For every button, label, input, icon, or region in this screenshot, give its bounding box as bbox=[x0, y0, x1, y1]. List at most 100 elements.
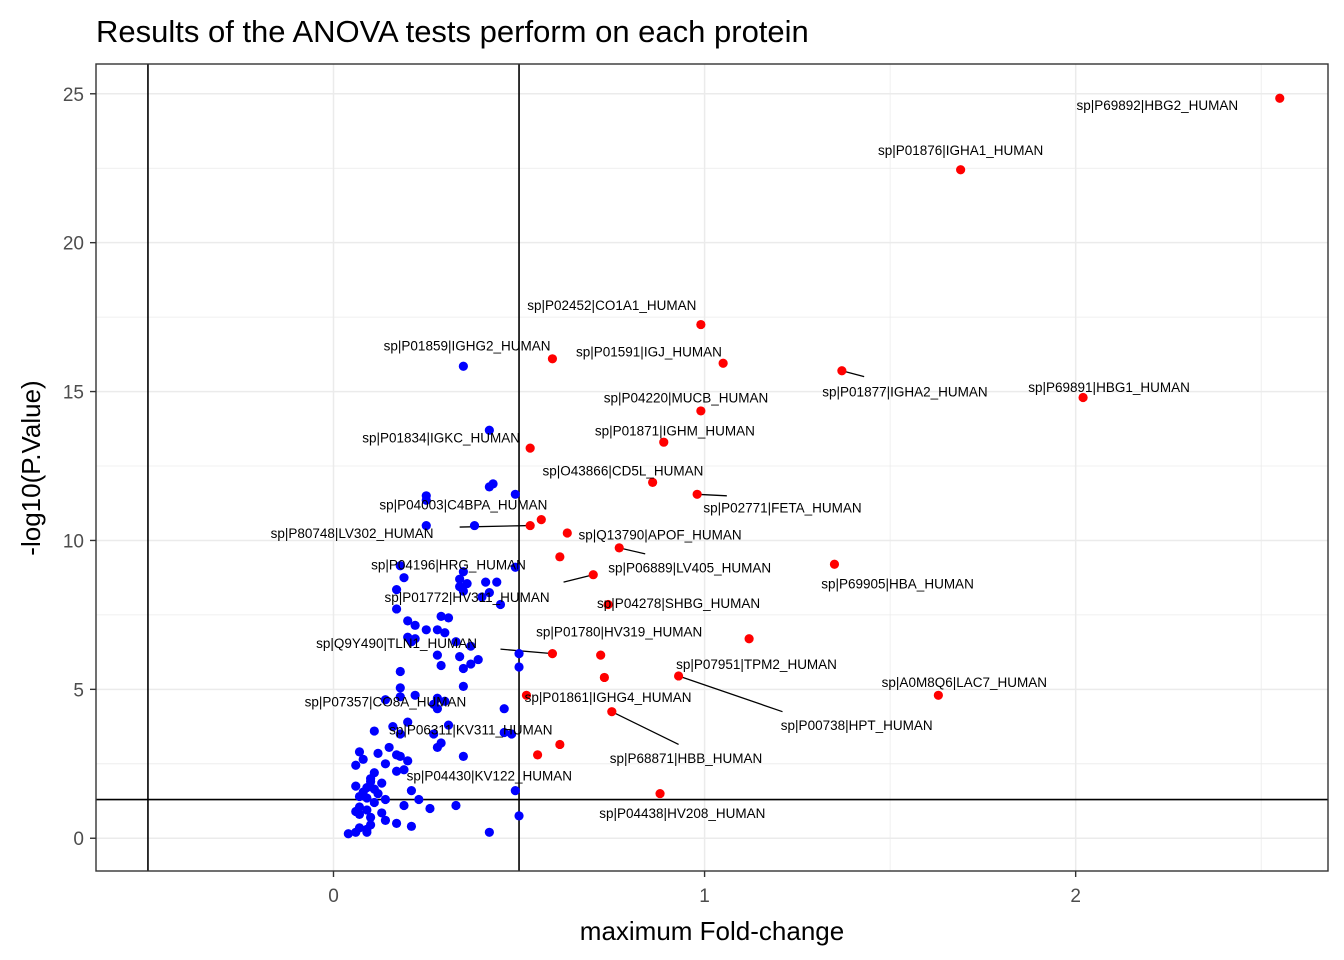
significant-point bbox=[837, 366, 847, 376]
non-significant-point bbox=[458, 663, 468, 674]
non-significant-point bbox=[380, 759, 391, 769]
non-significant-point bbox=[488, 479, 498, 489]
protein-label: sp|P69905|HBA_HUMAN bbox=[821, 577, 974, 592]
significant-point bbox=[532, 750, 543, 760]
y-tick-label: 15 bbox=[63, 383, 84, 404]
non-significant-point bbox=[362, 793, 372, 803]
non-significant-point bbox=[451, 637, 461, 647]
non-significant-point bbox=[443, 613, 454, 623]
label-leader-line bbox=[611, 711, 679, 746]
non-significant-point bbox=[481, 577, 491, 587]
non-significant-point bbox=[414, 794, 424, 805]
non-significant-point bbox=[466, 659, 476, 669]
non-significant-point bbox=[395, 561, 405, 571]
x-tick-label: 2 bbox=[1070, 886, 1081, 907]
non-significant-point bbox=[343, 829, 353, 839]
non-significant-point bbox=[514, 811, 524, 821]
non-significant-point bbox=[440, 628, 450, 638]
protein-label: sp|P68871|HBB_HUMAN bbox=[610, 751, 763, 766]
non-significant-point bbox=[366, 812, 376, 822]
non-significant-point bbox=[458, 567, 468, 577]
non-significant-point bbox=[484, 827, 494, 837]
protein-label: sp|P04430|KV122_HUMAN bbox=[407, 769, 572, 784]
non-significant-point bbox=[510, 489, 520, 499]
label-leader-line bbox=[678, 675, 783, 713]
x-tick-label: 0 bbox=[328, 886, 339, 907]
non-significant-point bbox=[469, 520, 480, 531]
non-significant-point bbox=[432, 704, 442, 714]
label-leader-line bbox=[500, 648, 553, 655]
non-significant-point bbox=[369, 797, 379, 808]
threshold-lines bbox=[96, 64, 1328, 871]
protein-label: sp|P04003|C4BPA_HUMAN bbox=[379, 498, 547, 513]
non-significant-point bbox=[514, 649, 524, 659]
non-significant-point bbox=[458, 751, 468, 761]
non-significant-point bbox=[403, 717, 413, 727]
non-significant-point bbox=[466, 641, 476, 651]
significant-point bbox=[525, 443, 535, 453]
protein-label: sp|P01834|IGKC_HUMAN bbox=[362, 431, 520, 446]
point-labels: sp|P69892|HBG2_HUMAN sp|P01876|IGHA1_HUMA… bbox=[271, 98, 1238, 821]
protein-label: sp|A0M8Q6|LAC7_HUMAN bbox=[882, 675, 1047, 690]
non-significant-point bbox=[473, 654, 483, 665]
non-significant-point bbox=[351, 827, 361, 837]
non-significant-point bbox=[399, 800, 409, 811]
data-points bbox=[343, 93, 1285, 839]
significant-point bbox=[956, 165, 966, 175]
non-significant-point bbox=[436, 660, 446, 671]
significant-point bbox=[718, 358, 728, 368]
non-significant-point bbox=[354, 791, 365, 802]
non-significant-point bbox=[362, 827, 372, 837]
significant-point bbox=[696, 319, 706, 330]
non-significant-point bbox=[373, 748, 383, 758]
non-significant-point bbox=[403, 756, 413, 766]
significant-point bbox=[603, 599, 613, 610]
non-significant-point bbox=[507, 729, 517, 739]
significant-point bbox=[588, 570, 598, 580]
label-leader-line bbox=[563, 574, 594, 583]
significant-point bbox=[648, 477, 658, 487]
non-significant-point bbox=[380, 815, 391, 825]
protein-label: sp|P02452|CO1A1_HUMAN bbox=[527, 298, 696, 313]
plot-border bbox=[95, 63, 1329, 872]
non-significant-point bbox=[380, 794, 391, 805]
non-significant-point bbox=[410, 620, 420, 630]
non-significant-point bbox=[462, 579, 472, 589]
significant-point bbox=[521, 690, 532, 700]
non-significant-point bbox=[391, 604, 402, 614]
y-tick-label: 20 bbox=[63, 234, 84, 255]
y-tick-label: 0 bbox=[73, 829, 84, 850]
non-significant-point bbox=[510, 562, 520, 572]
non-significant-point bbox=[395, 692, 405, 702]
significant-point bbox=[1078, 392, 1088, 403]
non-significant-point bbox=[362, 805, 372, 815]
non-significant-point bbox=[391, 766, 402, 776]
non-significant-point bbox=[477, 592, 487, 602]
non-significant-point bbox=[377, 778, 387, 788]
non-significant-point bbox=[458, 361, 468, 371]
protein-label: sp|P01871|IGHM_HUMAN bbox=[595, 423, 755, 438]
significant-point bbox=[659, 437, 669, 447]
significant-point bbox=[696, 406, 706, 416]
non-significant-point bbox=[492, 577, 502, 587]
non-significant-point bbox=[395, 751, 405, 761]
non-significant-point bbox=[499, 704, 509, 714]
non-significant-point bbox=[354, 809, 365, 820]
y-tick-label: 10 bbox=[63, 531, 84, 552]
non-significant-point bbox=[484, 425, 494, 435]
protein-label: sp|P80748|LV302_HUMAN bbox=[271, 526, 434, 541]
significant-point bbox=[562, 528, 572, 538]
non-significant-point bbox=[436, 611, 446, 621]
protein-label: sp|P04220|MUCB_HUMAN bbox=[604, 391, 769, 406]
protein-label: sp|P01861|IGHG4_HUMAN bbox=[525, 690, 692, 705]
significant-point bbox=[1275, 93, 1285, 103]
y-axis-title: -log10(P.Value) bbox=[16, 380, 46, 555]
non-significant-point bbox=[429, 729, 439, 739]
non-significant-point bbox=[399, 573, 409, 583]
non-significant-point bbox=[377, 808, 387, 818]
non-significant-point bbox=[403, 616, 413, 626]
protein-label: sp|P02771|FETA_HUMAN bbox=[703, 501, 861, 516]
significant-point bbox=[829, 559, 840, 569]
protein-label: sp|P00738|HPT_HUMAN bbox=[781, 718, 933, 733]
non-significant-point bbox=[458, 586, 468, 596]
